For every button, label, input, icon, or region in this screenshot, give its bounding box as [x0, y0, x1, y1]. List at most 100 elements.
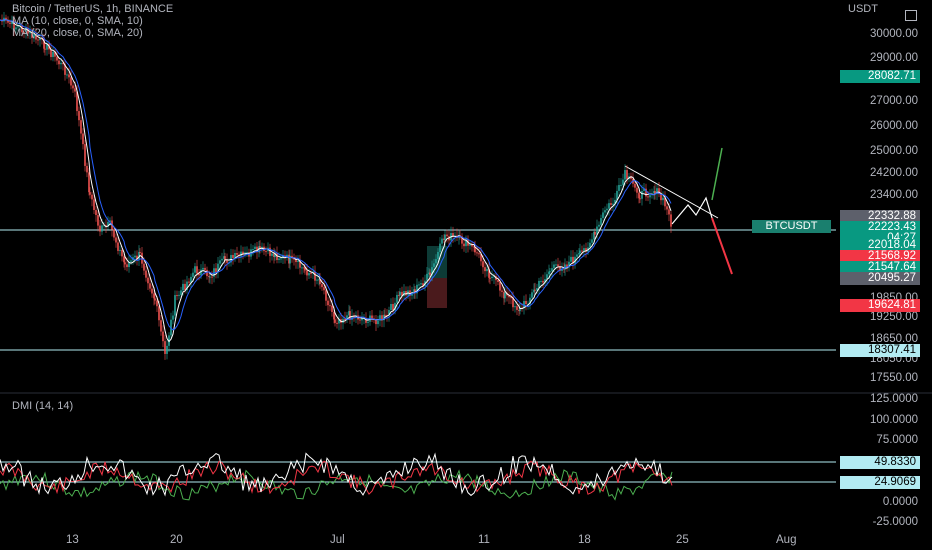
candle: [344, 318, 346, 320]
candle: [670, 214, 672, 227]
candle: [252, 248, 254, 250]
candle: [359, 319, 361, 321]
price-badge: 20495.27: [840, 272, 920, 285]
candle: [491, 276, 493, 279]
candle: [304, 268, 306, 271]
candle: [145, 270, 147, 278]
price-tick: 23400.00: [870, 189, 918, 201]
candle: [280, 258, 282, 260]
candle: [418, 284, 420, 286]
candle: [149, 283, 151, 289]
chart-title: Bitcoin / TetherUS, 1h, BINANCE: [12, 3, 174, 15]
candle: [536, 288, 538, 291]
candle: [551, 268, 553, 272]
candle: [35, 34, 37, 40]
candle: [612, 203, 614, 205]
ma10-legend[interactable]: MA (10, close, 0, SMA, 10): [12, 15, 143, 27]
candle: [561, 268, 563, 271]
candle: [428, 272, 430, 274]
candle: [493, 276, 495, 278]
candle: [559, 266, 561, 271]
candle: [323, 287, 325, 291]
candle: [325, 290, 327, 301]
candle: [246, 252, 248, 254]
candle: [446, 234, 448, 237]
price-badge-top: 28082.71: [840, 70, 920, 83]
candle: [529, 297, 531, 304]
candle: [488, 268, 490, 278]
candle: [348, 311, 350, 316]
candle: [119, 249, 121, 251]
price-badge: 21568.92: [840, 250, 920, 263]
candle: [271, 253, 273, 256]
settings-icon[interactable]: [905, 10, 917, 21]
candle: [431, 267, 433, 275]
candle: [645, 188, 647, 197]
dmi-legend[interactable]: DMI (14, 14): [12, 400, 74, 412]
candle: [192, 272, 194, 277]
candle: [310, 272, 312, 274]
candle: [452, 233, 454, 237]
candle: [143, 263, 145, 271]
candle: [365, 317, 367, 323]
candle: [219, 260, 221, 264]
candle: [486, 268, 488, 272]
candle: [589, 242, 591, 248]
candle: [17, 26, 19, 28]
candle: [392, 304, 394, 311]
candle: [21, 25, 23, 33]
candle: [128, 261, 130, 268]
candle: [158, 306, 160, 321]
candle: [398, 294, 400, 296]
candle: [608, 203, 610, 209]
candle: [563, 268, 565, 270]
candle: [204, 267, 206, 270]
candle: [501, 290, 503, 292]
candle: [443, 238, 445, 241]
candle: [269, 247, 271, 256]
candle: [46, 43, 48, 50]
price-tick: 27000.00: [870, 95, 918, 107]
candle: [512, 297, 514, 308]
candle: [278, 258, 280, 260]
candle: [160, 320, 162, 332]
candle: [234, 253, 236, 258]
candle: [319, 279, 321, 285]
currency-label: USDT: [848, 3, 878, 15]
candle: [188, 281, 190, 283]
ma20-legend[interactable]: MA (20, close, 0, SMA, 20): [12, 27, 143, 39]
candle: [194, 266, 196, 273]
candle: [463, 243, 465, 247]
candle: [353, 316, 355, 318]
candle: [288, 254, 290, 264]
candle: [68, 74, 70, 78]
candle: [484, 267, 486, 272]
candle: [301, 267, 303, 269]
candle: [291, 255, 293, 258]
candle: [620, 184, 622, 186]
candle: [91, 194, 93, 200]
candle: [626, 170, 628, 179]
candle: [224, 256, 226, 261]
candle: [390, 304, 392, 311]
candle: [80, 120, 82, 134]
time-label: 13: [66, 534, 79, 546]
candle: [172, 315, 174, 320]
candle: [25, 27, 27, 33]
price-badge: 22332.88: [840, 210, 920, 223]
candle: [232, 254, 234, 258]
price-badge: 21547.64: [840, 261, 920, 274]
candle: [297, 260, 299, 263]
candle: [643, 188, 645, 192]
candle: [566, 264, 568, 268]
candle: [616, 190, 618, 200]
candle: [546, 274, 548, 280]
candle: [639, 198, 641, 200]
candle: [162, 331, 164, 342]
candle: [656, 188, 658, 195]
di-minus-line: [0, 460, 673, 495]
candle: [37, 39, 39, 41]
candle: [78, 111, 80, 121]
candle: [420, 283, 422, 285]
